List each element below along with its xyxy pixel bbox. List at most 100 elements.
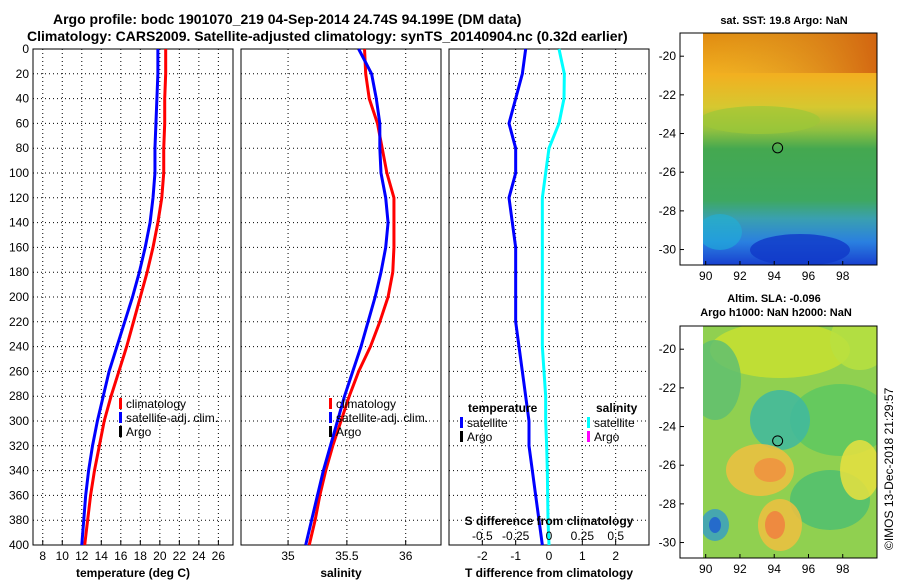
y-tick-label: 240 [9, 340, 29, 354]
series-line-satellite [304, 48, 390, 546]
profile-panel-difference: -2 -1 0 1 2 T difference from climatology -0.5… [448, 48, 650, 580]
sst-patch [703, 106, 820, 134]
y-tick-label: 180 [9, 265, 29, 279]
x-tick-label: 0 [546, 549, 553, 563]
map-y-tick-label: -30 [659, 536, 677, 550]
legend-swatch-argo [329, 426, 332, 437]
x-tick-label: 16 [114, 549, 128, 563]
map-y-tick-label: -20 [659, 342, 677, 356]
map-y-tick-label: -24 [659, 127, 677, 141]
x-tick-label: -1 [510, 549, 521, 563]
y-tick-label: 280 [9, 389, 29, 403]
profile-panel-temperature: 8 10 12 14 16 18 20 22 24 26020406080100120140160… [9, 42, 234, 580]
map-x-tick-label: 96 [802, 562, 816, 576]
map-x-tick-label: 94 [768, 562, 782, 576]
imos-watermark: ©IMOS 13-Dec-2018 21:29:57 [882, 387, 896, 550]
x-tick-label: 26 [212, 549, 226, 563]
y-tick-label: 200 [9, 290, 29, 304]
y-tick-label: 340 [9, 464, 29, 478]
legend-swatch-sal-satellite [587, 417, 590, 428]
series-line-salinity_satellite [540, 48, 566, 546]
legend-swatch-sal-argo [587, 431, 590, 442]
map-y-tick-label: -22 [659, 88, 677, 102]
legend-swatch-climatology [119, 398, 122, 409]
secondary-x-tick-label: 0.25 [571, 529, 595, 543]
x-axis-label: salinity [320, 566, 362, 580]
map-y-tick-label: -30 [659, 243, 677, 257]
sla-patch [840, 440, 877, 500]
sst-warm-patch [703, 33, 877, 73]
map-y-tick-label: -20 [659, 49, 677, 63]
map-x-tick-label: 96 [802, 269, 816, 283]
x-axis-label: temperature (deg C) [76, 566, 190, 580]
sla-patch [703, 340, 741, 420]
map-frame [679, 32, 878, 266]
y-tick-label: 300 [9, 414, 29, 428]
map-panel-sla_map: 90 92 94 96 98 -20 -22 -24 -26 -28 -30 Altim. SLA: … [659, 293, 878, 576]
map-y-tick-label: -22 [659, 381, 677, 395]
x-tick-label: 12 [75, 549, 89, 563]
map-field [703, 326, 877, 558]
y-tick-label: 20 [16, 67, 30, 81]
legend-label-temp-satellite: satellite [467, 416, 508, 430]
sst-cold-patch [750, 234, 850, 265]
sla-map-subtitle: Argo h1000: NaN h2000: NaN [700, 307, 852, 319]
legend-label-sal-satellite: satellite [594, 416, 635, 430]
y-tick-label: 400 [9, 538, 29, 552]
legend-label-argo: Argo [126, 425, 152, 439]
sla-patch [709, 517, 721, 533]
map-y-tick-label: -28 [659, 204, 677, 218]
legend-label-climatology: climatology [336, 397, 396, 411]
legend-heading-salinity: salinity [596, 401, 638, 415]
x-tick-label: 20 [153, 549, 167, 563]
y-tick-label: 320 [9, 439, 29, 453]
y-tick-label: 360 [9, 488, 29, 502]
secondary-x-tick-label: 0 [546, 529, 553, 543]
map-x-tick-label: 92 [733, 562, 747, 576]
map-x-tick-label: 98 [836, 562, 850, 576]
x-tick-label: 24 [192, 549, 206, 563]
y-tick-label: 40 [16, 92, 30, 106]
float-position-marker [772, 435, 784, 447]
sst-map-title: sat. SST: 19.8 Argo: NaN [720, 15, 847, 27]
x-tick-label: 2 [612, 549, 619, 563]
sla-patch [765, 511, 785, 539]
x-tick-label: -2 [477, 549, 488, 563]
map-frame [679, 325, 878, 559]
map-y-tick-label: -26 [659, 165, 677, 179]
map-x-tick-label: 90 [699, 562, 713, 576]
x-tick-label: 10 [56, 549, 70, 563]
float-position-marker [772, 142, 784, 154]
series-line-climatology [83, 49, 168, 546]
series-line-satellite [80, 49, 160, 546]
series-line-satellite [507, 48, 544, 546]
y-tick-label: 80 [16, 141, 30, 155]
secondary-x-axis-label: S difference from climatology [465, 514, 634, 528]
y-tick-label: 120 [9, 191, 29, 205]
legend-swatch-argo [119, 426, 122, 437]
plot-frame [240, 48, 442, 546]
x-tick-label: 14 [95, 549, 109, 563]
map-panel-sst_map: 90 92 94 96 98 -20 -22 -24 -26 -28 -30 sat. SST: 19… [659, 15, 878, 283]
sla-patch [754, 458, 786, 482]
sla-patch [750, 390, 810, 450]
y-tick-label: 100 [9, 166, 29, 180]
sst-patch [703, 214, 742, 250]
plot-frame [32, 48, 234, 546]
y-tick-label: 0 [22, 42, 29, 56]
x-tick-label: 36 [399, 549, 413, 563]
figure-title-line1: Argo profile: bodc 1901070_219 04-Sep-20… [53, 11, 522, 27]
profile-panel-salinity: 35 35.5 36 salinity climatologysatellite-adj… [240, 48, 442, 580]
map-x-tick-label: 92 [733, 269, 747, 283]
map-field [703, 33, 877, 265]
y-tick-label: 220 [9, 315, 29, 329]
x-tick-label: 18 [134, 549, 148, 563]
sla-patch [710, 326, 850, 378]
secondary-x-tick-label: 0.5 [607, 529, 624, 543]
y-tick-label: 260 [9, 364, 29, 378]
legend-heading-temperature: temperature [468, 401, 538, 415]
x-tick-label: 22 [173, 549, 187, 563]
legend-swatch-climatology [329, 398, 332, 409]
secondary-x-tick-label: -0.25 [502, 529, 530, 543]
figure-title-line2: Climatology: CARS2009. Satellite-adjuste… [27, 28, 628, 44]
